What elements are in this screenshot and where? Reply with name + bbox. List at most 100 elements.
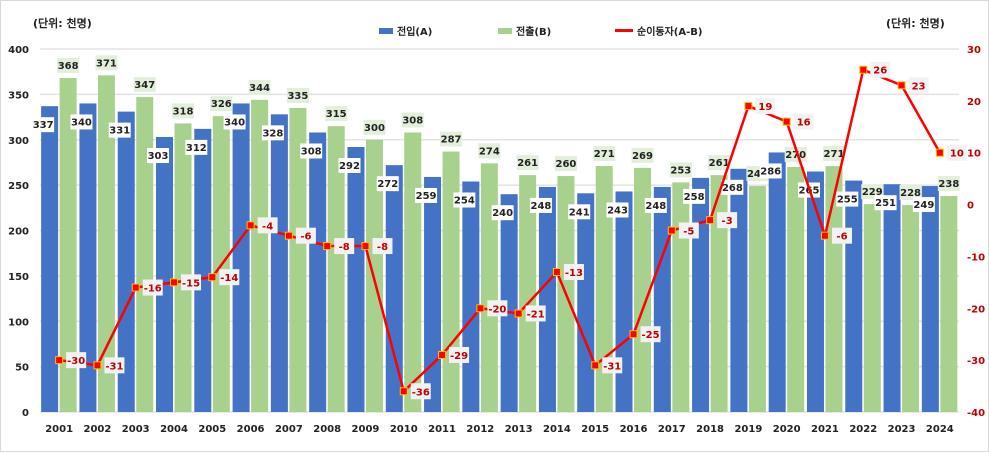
left-tick-label: 250	[8, 181, 29, 192]
net-marker	[476, 304, 485, 313]
data-label-b: 368	[58, 61, 79, 72]
net-marker	[55, 356, 64, 365]
x-tick-label: 2012	[466, 424, 494, 435]
bar-a	[117, 111, 135, 413]
right-tick-label: -10	[967, 252, 985, 263]
data-label-net: -5	[683, 227, 694, 238]
data-label-b: 238	[938, 179, 959, 190]
data-label-net: -8	[339, 242, 350, 253]
bar-a	[653, 186, 671, 412]
label-box-a	[453, 192, 476, 208]
bar-b	[748, 186, 766, 412]
label-box-b	[937, 176, 960, 192]
label-box-b	[286, 87, 309, 103]
bar-b	[136, 97, 154, 412]
bar-b	[710, 175, 728, 412]
net-marker	[284, 231, 293, 240]
x-tick-label: 2021	[811, 424, 839, 435]
bar-b	[251, 99, 269, 412]
left-tick-label: 300	[8, 136, 29, 147]
x-tick-label: 2011	[428, 424, 456, 435]
legend-label-b: 전출(B)	[516, 27, 552, 38]
data-label-a: 312	[186, 143, 207, 154]
data-label-b: 261	[517, 158, 538, 169]
data-label-b: 274	[479, 146, 500, 157]
bar-b	[289, 107, 307, 413]
net-marker	[246, 221, 255, 230]
label-box-b	[95, 55, 118, 71]
x-tick-label: 2010	[390, 424, 418, 435]
net-marker	[170, 278, 179, 287]
data-label-net: -36	[412, 387, 430, 398]
label-box-net	[372, 238, 393, 255]
data-label-a: 272	[377, 179, 398, 190]
label-box-a	[606, 202, 629, 218]
data-label-b: 253	[670, 165, 691, 176]
data-label-net: -21	[527, 309, 545, 320]
data-label-net: -30	[67, 356, 85, 367]
x-tick-label: 2014	[543, 424, 571, 435]
net-marker	[744, 102, 753, 111]
label-box-net	[104, 357, 125, 374]
label-box-net	[525, 305, 546, 322]
label-box-b	[478, 143, 501, 159]
label-box-net	[257, 217, 278, 234]
label-box-a	[338, 158, 361, 174]
bar-a	[347, 147, 365, 412]
bar-a	[462, 181, 480, 412]
x-tick-label: 2003	[122, 424, 150, 435]
data-label-b: 371	[96, 58, 117, 69]
label-box-b	[822, 146, 845, 162]
right-tick-label: 10	[967, 149, 981, 160]
bar-a	[692, 177, 710, 412]
label-box-net	[640, 326, 661, 343]
net-marker	[552, 267, 561, 276]
bar-b	[634, 167, 652, 412]
x-tick-label: 2005	[198, 424, 226, 435]
left-tick-label: 50	[15, 363, 29, 374]
label-box-a	[529, 197, 552, 213]
bar-b	[672, 182, 690, 412]
legend-label-a: 전입(A)	[397, 27, 433, 38]
bar-a	[500, 194, 518, 412]
right-tick-label: -20	[967, 304, 985, 315]
right-tick-label: -40	[967, 408, 985, 419]
data-label-b: 335	[287, 91, 308, 102]
bar-a	[806, 171, 824, 412]
bar-a	[845, 180, 863, 412]
x-tick-label: 2020	[773, 424, 801, 435]
data-label-net: -29	[450, 351, 468, 362]
label-box-a	[568, 204, 591, 220]
label-box-a	[759, 163, 782, 179]
label-box-a	[223, 114, 246, 130]
data-label-a: 249	[913, 200, 934, 211]
left-unit-label: (단위: 천명)	[33, 17, 92, 30]
label-box-b	[248, 79, 271, 95]
data-label-net: 16	[797, 118, 811, 129]
net-marker	[208, 273, 217, 282]
data-label-a: 308	[301, 146, 322, 157]
label-box-net	[563, 263, 584, 280]
bar-a	[41, 106, 59, 413]
net-marker	[897, 81, 906, 90]
label-box-a	[491, 205, 514, 221]
data-label-net: -4	[262, 221, 273, 232]
data-label-b: 300	[364, 123, 385, 134]
label-box-net	[487, 300, 508, 317]
bar-a	[768, 152, 786, 412]
data-label-b: 271	[594, 149, 615, 160]
x-tick-label: 2023	[888, 424, 916, 435]
net-marker	[859, 65, 868, 74]
net-marker	[399, 387, 408, 396]
label-box-b	[325, 106, 348, 122]
label-box-net	[908, 77, 929, 94]
label-box-net	[755, 98, 776, 115]
bar-a	[194, 128, 212, 413]
label-box-a	[32, 117, 55, 133]
label-box-net	[678, 222, 699, 239]
bar-a	[79, 103, 97, 412]
left-tick-label: 200	[8, 227, 29, 238]
data-label-b: 315	[326, 109, 347, 120]
bar-b	[595, 166, 613, 412]
